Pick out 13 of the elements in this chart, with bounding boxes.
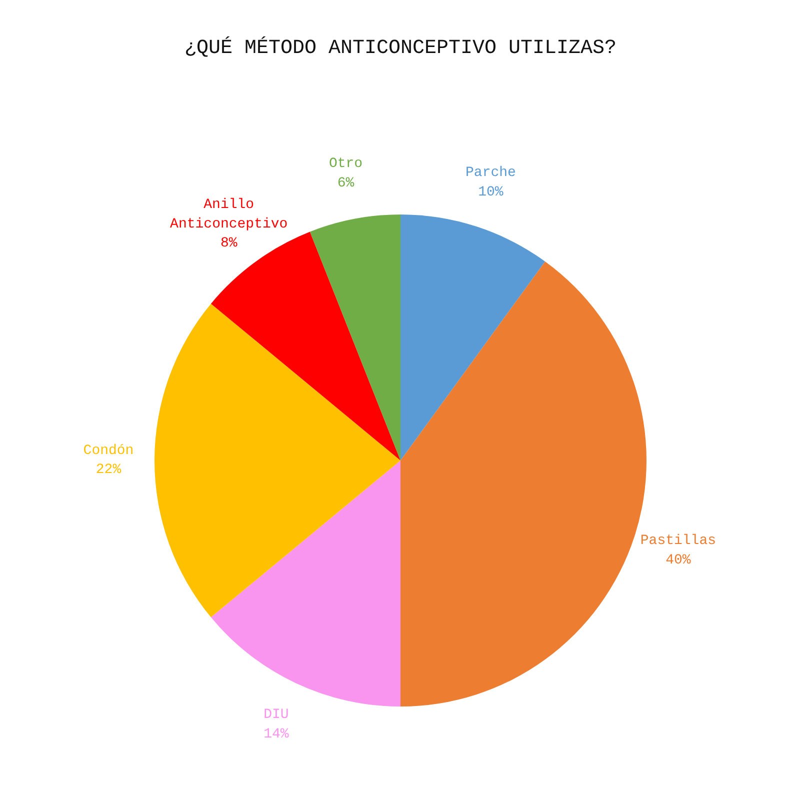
slice-label: Condón [83,442,134,459]
data-label: 6% [337,175,355,192]
slice-label: Pastillas [640,533,716,550]
slice-label: DIU [264,707,289,724]
data-label: 40% [666,552,692,568]
data-label: 10% [478,184,504,200]
chart-title: ¿QUÉ MÉTODO ANTICONCEPTIVO UTILIZAS? [184,36,617,60]
data-label: 22% [96,462,122,478]
slice-label: Parche [466,165,516,182]
slice-label: Anillo Anticonceptivo [170,197,288,232]
slice-label: Otro [328,156,363,172]
data-label: 8% [220,235,238,252]
data-label: 14% [264,726,290,742]
